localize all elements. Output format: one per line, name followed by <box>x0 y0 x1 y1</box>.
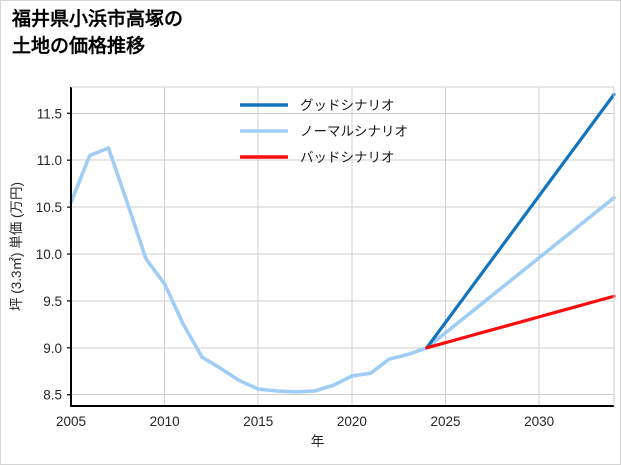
y-tick-label: 10.5 <box>36 200 62 215</box>
series-line-good <box>425 92 616 350</box>
x-tick-label: 2015 <box>243 414 273 429</box>
y-tick-label: 9.5 <box>43 294 62 309</box>
page-title: 福井県小浜市高塚の 土地の価格推移 <box>12 9 184 57</box>
legend-label: ノーマルシナリオ <box>300 124 408 139</box>
x-tick-label: 2030 <box>524 414 554 429</box>
axis-spines <box>70 86 615 407</box>
x-tick-label: 2020 <box>337 414 367 429</box>
y-tick-label: 11.0 <box>37 153 62 168</box>
y-tick-labels: 8.5 9.0 9.5 10.0 10.5 11.0 11.5 <box>36 106 71 403</box>
legend-label: バッドシナリオ <box>300 150 395 165</box>
legend-label: グッドシナリオ <box>300 98 395 113</box>
axis-spine-left-bottom <box>70 87 614 407</box>
y-tick-label: 8.5 <box>43 388 62 403</box>
series-line-bad <box>425 294 616 350</box>
y-axis-title: 坪 (3.3㎡) 単価 (万円) <box>9 182 24 311</box>
y-tick-label: 9.0 <box>43 341 62 356</box>
y-tick-label: 11.5 <box>37 106 62 121</box>
series-line-normal <box>69 146 616 394</box>
x-tick-labels: 2005 2010 2015 2020 2025 2030 <box>56 414 554 429</box>
x-tick-label: 2025 <box>430 414 460 429</box>
axis-titles: 年 坪 (3.3㎡) 単価 (万円) <box>9 182 324 449</box>
y-tick-label: 10.0 <box>36 247 62 262</box>
x-tick-label: 2010 <box>150 414 180 429</box>
x-axis-title: 年 <box>311 434 325 449</box>
series-group <box>69 92 616 394</box>
x-tick-label: 2005 <box>56 414 86 429</box>
